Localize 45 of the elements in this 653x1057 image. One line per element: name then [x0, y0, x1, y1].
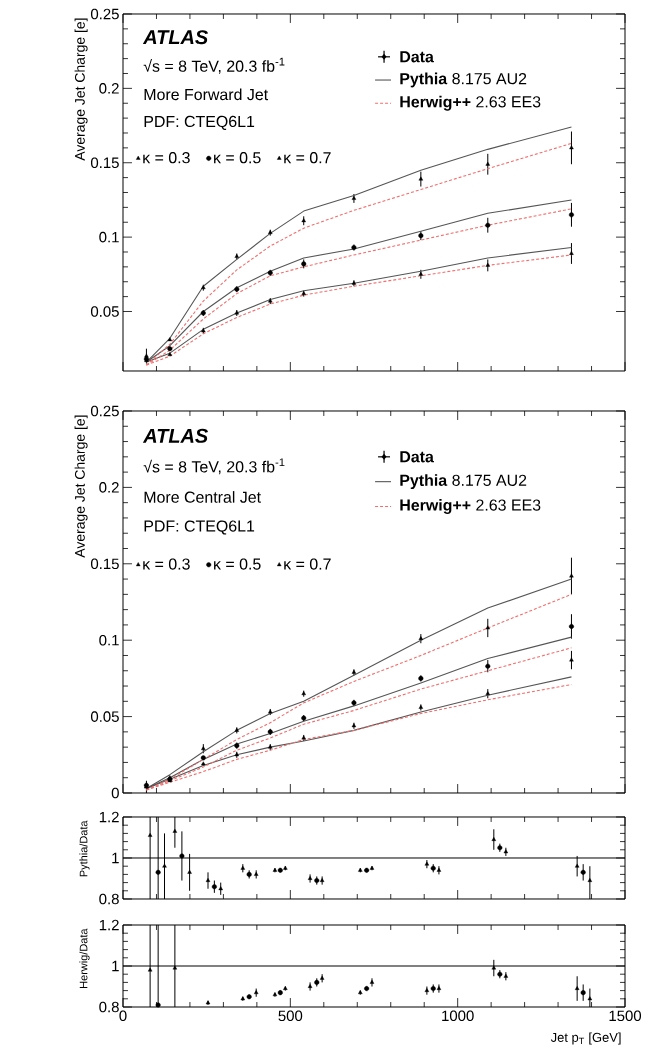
y-tick-label: 0.15: [90, 157, 119, 169]
y-tick-label: 1.2: [99, 811, 119, 823]
y-axis-title: Average Jet Charge [e]: [74, 415, 88, 558]
legend-label: Pythia 8.175 AU2: [400, 474, 527, 490]
y-tick-label: 0.2: [99, 482, 119, 493]
annotation: PDF: CTEQ6L1: [144, 520, 255, 535]
legend-label: κ = 0.7: [284, 558, 331, 570]
y-tick-label: 1.2: [99, 919, 119, 931]
legend-title: Data: [400, 51, 434, 63]
y-tick-label: 0.1: [99, 231, 119, 243]
y-tick-label: 0.05: [90, 306, 119, 317]
annotation: More Central Jet: [144, 491, 261, 503]
legend-label: κ = 0.3: [143, 558, 190, 570]
x-tick-label: 500: [278, 1010, 303, 1022]
y-tick-label: 0.15: [90, 558, 119, 570]
y-tick-label: 0.25: [90, 405, 119, 417]
legend-label: κ = 0.5: [214, 558, 261, 570]
y-tick-label: 0.1: [99, 634, 119, 646]
annotation: ATLAS: [142, 30, 208, 45]
legend-title: Data: [400, 451, 434, 463]
legend-label: Pythia 8.175 AU2: [400, 72, 527, 88]
y-tick-label: 0.8: [99, 893, 119, 905]
y-axis-title: Pythia/Data: [79, 820, 90, 877]
annotation: PDF: CTEQ6L1: [144, 115, 255, 130]
y-tick-label: 1: [112, 960, 119, 972]
x-axis-title: Jet p$_{T}$ [GeV]: [550, 1032, 621, 1045]
y-tick-label: 0.25: [90, 8, 119, 20]
legend-label: κ = 0.7: [284, 152, 331, 164]
legend-label: κ = 0.3: [143, 152, 190, 164]
legend-label: Herwig++ 2.63 EE3: [400, 499, 541, 514]
legend-label: κ = 0.5: [214, 152, 261, 164]
annotation: √s = 8 TeV, 20.3 fb$^{-1}$: [143, 57, 285, 74]
y-tick-label: 0.05: [90, 711, 119, 722]
y-tick-label: 1: [112, 852, 119, 864]
x-tick-label: 1500: [609, 1010, 642, 1022]
y-tick-label: 0.2: [99, 83, 119, 94]
annotation: ATLAS: [142, 428, 208, 443]
annotation: More Forward Jet: [144, 88, 269, 101]
y-tick-label: 0.8: [99, 1001, 119, 1013]
y-tick-label: 0: [111, 787, 119, 799]
y-axis-title: Herwig/Data: [79, 928, 90, 988]
y-axis-title: Average Jet Charge [e]: [74, 18, 88, 161]
legend-label: Herwig++ 2.63 EE3: [400, 95, 541, 111]
annotation: √s = 8 TeV, 20.3 fb$^{-1}$: [143, 458, 285, 475]
x-tick-label: 1000: [442, 1010, 474, 1022]
